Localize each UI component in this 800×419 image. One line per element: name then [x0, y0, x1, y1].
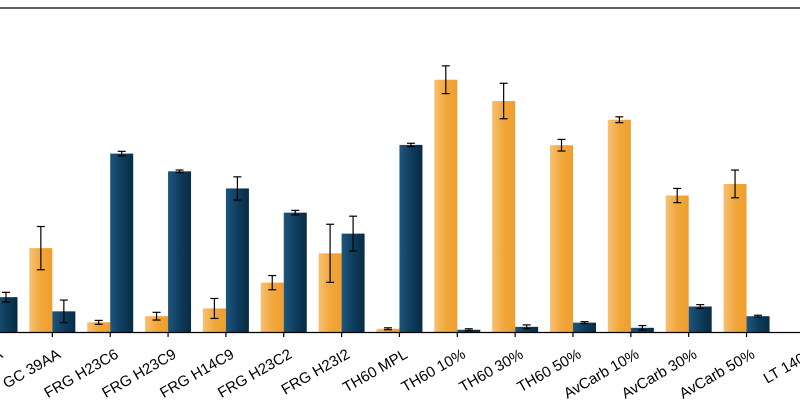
error-bar-frg-h23c2-series-1: [268, 274, 277, 291]
x-tick-label-th60-mpl: TH60 MPL: [340, 346, 411, 397]
x-tick-label-th60-10: TH60 10%: [399, 346, 469, 396]
error-bar-aa-series-2: [2, 291, 10, 303]
bar-frg-h23c2-series-2: [283, 212, 307, 332]
bar-th60-30-series-2: [515, 326, 539, 332]
bar-frg-h23c2-series-1: [260, 282, 284, 332]
error-bar-frg-h23i2-series-2: [349, 215, 358, 252]
error-bar-th60-10-series-2: [464, 328, 473, 332]
error-bar-avcarb-10-series-2: [638, 324, 647, 331]
error-bar-avcarb-30-series-1: [673, 187, 682, 204]
error-bar-th60-50-series-2: [580, 321, 589, 325]
error-bar-th60-mpl-series-2: [406, 142, 415, 148]
error-bar-frg-h23c9-series-1: [152, 311, 161, 321]
bar-avcarb-10-series-1: [607, 119, 631, 332]
x-tick-label-lt-1400: LT 1400: [761, 346, 800, 388]
x-tick-label-th60-30: TH60 30%: [456, 346, 526, 396]
bar-avcarb-30-series-1: [665, 195, 689, 332]
error-bar-gc-39aa-series-1: [36, 225, 45, 271]
error-bar-frg-h23c6-series-1: [94, 319, 103, 325]
bar-th60-mpl-series-2: [399, 144, 423, 332]
error-bar-th60-30-series-2: [522, 324, 531, 330]
bar-frg-h23c6-series-2: [110, 153, 134, 332]
error-bar-frg-h23c2-series-2: [291, 209, 300, 216]
error-bar-avcarb-50-series-2: [754, 314, 763, 318]
error-bars-layer: [2, 65, 763, 332]
error-bar-th60-10-series-1: [441, 65, 450, 95]
bars-layer: [0, 79, 770, 333]
error-bar-frg-h23c9-series-2: [175, 169, 184, 174]
error-bar-gc-39aa-series-2: [59, 299, 68, 324]
bar-avcarb-50-series-1: [723, 183, 747, 332]
bar-gc-39aa-series-1: [29, 248, 53, 332]
bar-frg-h23i2-series-1: [318, 253, 342, 332]
bar-frg-h23c9-series-2: [168, 171, 192, 332]
bar-avcarb-30-series-2: [688, 306, 712, 332]
error-bar-avcarb-10-series-1: [615, 116, 624, 124]
bar-frg-h23c9-series-1: [145, 316, 169, 332]
bar-frg-h23i2-series-2: [341, 233, 365, 332]
bar-th60-mpl-series-1: [376, 328, 400, 332]
bar-th60-50-series-1: [550, 145, 573, 332]
error-bar-avcarb-50-series-1: [731, 169, 740, 199]
bar-frg-h23c6-series-1: [87, 322, 111, 332]
bar-frg-h14c9-series-1: [202, 308, 226, 332]
bar-frg-h14c9-series-2: [225, 188, 249, 332]
bar-aa-series-2: [0, 297, 18, 332]
bar-th60-30-series-1: [492, 101, 516, 333]
error-bar-th60-50-series-1: [557, 138, 566, 152]
bar-avcarb-50-series-2: [746, 316, 770, 332]
x-tick-label-aa: AA: [0, 346, 6, 371]
error-bar-frg-h14c9-series-2: [233, 176, 242, 201]
error-bar-frg-h23i2-series-1: [326, 223, 335, 283]
error-bar-frg-h23c6-series-2: [117, 150, 126, 157]
error-bar-th60-mpl-series-1: [383, 327, 392, 331]
error-bar-avcarb-30-series-2: [696, 303, 705, 310]
error-bar-frg-h14c9-series-1: [210, 297, 219, 320]
bar-th60-50-series-2: [573, 322, 596, 332]
bar-th60-10-series-1: [434, 79, 458, 332]
error-bar-th60-30-series-1: [499, 82, 508, 120]
